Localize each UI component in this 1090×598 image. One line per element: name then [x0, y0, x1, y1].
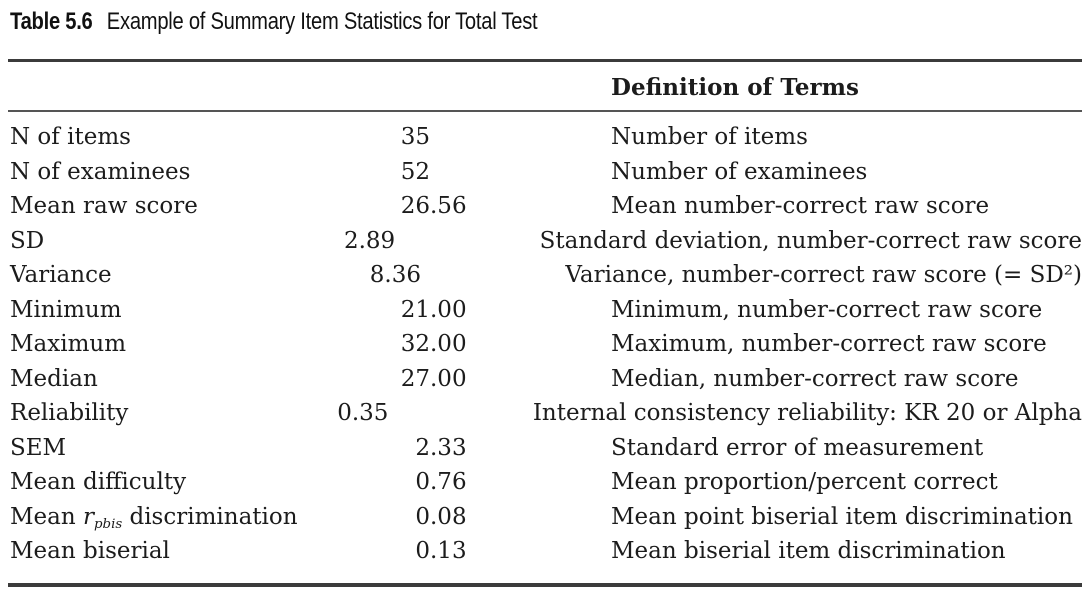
top-rule	[8, 59, 1082, 62]
stat-label: Mean raw score	[10, 193, 198, 220]
stat-value: 26.56	[400, 193, 467, 220]
stat-label: Minimum	[10, 296, 122, 323]
table-row: Variance 8.36 Variance, number-correct raw…	[8, 258, 1082, 293]
stat-label: Variance	[10, 262, 112, 289]
stat-definition: Internal consistency reliability: KR 20 …	[532, 400, 1082, 427]
stat-value: 2.33	[415, 434, 467, 461]
table-row: SEM 2.33 Standard error of measurement	[8, 431, 1082, 466]
definition-of-terms-header: Definition of Terms	[611, 74, 859, 101]
table-row: Median 27.00 Median, number-correct raw sc…	[8, 362, 1082, 397]
stat-definition: Mean biserial item discrimination	[611, 538, 1006, 565]
stat-label: N of examinees	[10, 158, 191, 185]
stat-label: Reliability	[10, 400, 129, 427]
stat-value: 21.00	[400, 296, 467, 323]
stat-definition: Mean proportion/percent correct	[611, 469, 998, 496]
stat-value: 35	[400, 124, 430, 151]
table-row: Mean difficulty 0.76 Mean proportion/perce…	[8, 465, 1082, 500]
stat-value: 0.35	[337, 400, 389, 427]
stat-value: 0.76	[415, 469, 467, 496]
table-row: N of items 35 Number of items	[8, 120, 1082, 155]
table-row: Mean raw score 26.56 Mean number-correct r…	[8, 189, 1082, 224]
stat-value: 32.00	[400, 331, 467, 358]
stat-definition: Variance, number-correct raw score (= SD…	[565, 262, 1082, 289]
table-row: N of examinees 52 Number of examinees	[8, 155, 1082, 190]
table-row: Mean rpbis discrimination 0.08 Mean point …	[8, 500, 1082, 535]
stat-label: Mean difficulty	[10, 469, 187, 496]
stat-definition: Minimum, number-correct raw score	[611, 296, 1043, 323]
stat-value: 27.00	[400, 365, 467, 392]
stat-label: Mean biserial	[10, 538, 170, 565]
table-row: SD 2.89 Standard deviation, number-correct…	[8, 224, 1082, 259]
stat-value: 2.89	[343, 227, 396, 254]
table-number: Table 5.6	[10, 8, 93, 35]
stat-label: SD	[10, 227, 45, 254]
table-title: Example of Summary Item Statistics for T…	[106, 8, 538, 35]
table-body: N of items 35 Number of items N of examinee…	[8, 112, 1082, 583]
table-row: Minimum 21.00 Minimum, number-correct raw …	[8, 293, 1082, 328]
table-caption: Table 5.6 Example of Summary Item Statist…	[10, 8, 910, 36]
stat-definition: Standard deviation, number-correct raw s…	[539, 227, 1082, 254]
stat-definition: Maximum, number-correct raw score	[611, 331, 1047, 358]
bottom-rule	[8, 582, 1082, 587]
stat-definition: Mean point biserial item discrimination	[611, 503, 1073, 530]
table-row: Maximum 32.00 Maximum, number-correct raw …	[8, 327, 1082, 362]
stat-definition: Median, number-correct raw score	[611, 365, 1019, 392]
stat-value: 0.08	[415, 503, 467, 530]
stat-value: 0.13	[415, 538, 467, 565]
stat-definition: Mean number-correct raw score	[611, 193, 990, 220]
stat-definition: Number of examinees	[611, 158, 868, 185]
stat-label: SEM	[10, 434, 67, 461]
header-rule	[8, 110, 1082, 112]
table-header-row: Definition of Terms	[8, 62, 1082, 110]
stat-label: Mean rpbis discrimination	[10, 503, 298, 533]
stat-label: Maximum	[10, 331, 127, 358]
stat-definition: Standard error of measurement	[611, 434, 984, 461]
stat-value: 8.36	[369, 262, 421, 289]
stat-label: Median	[10, 365, 98, 392]
table-row: Reliability 0.35 Internal consistency reli…	[8, 396, 1082, 431]
table-row: Mean biserial 0.13 Mean biserial item disc…	[8, 534, 1082, 569]
stat-value: 52	[400, 158, 430, 185]
stat-label: N of items	[10, 124, 131, 151]
stat-definition: Number of items	[611, 124, 808, 151]
